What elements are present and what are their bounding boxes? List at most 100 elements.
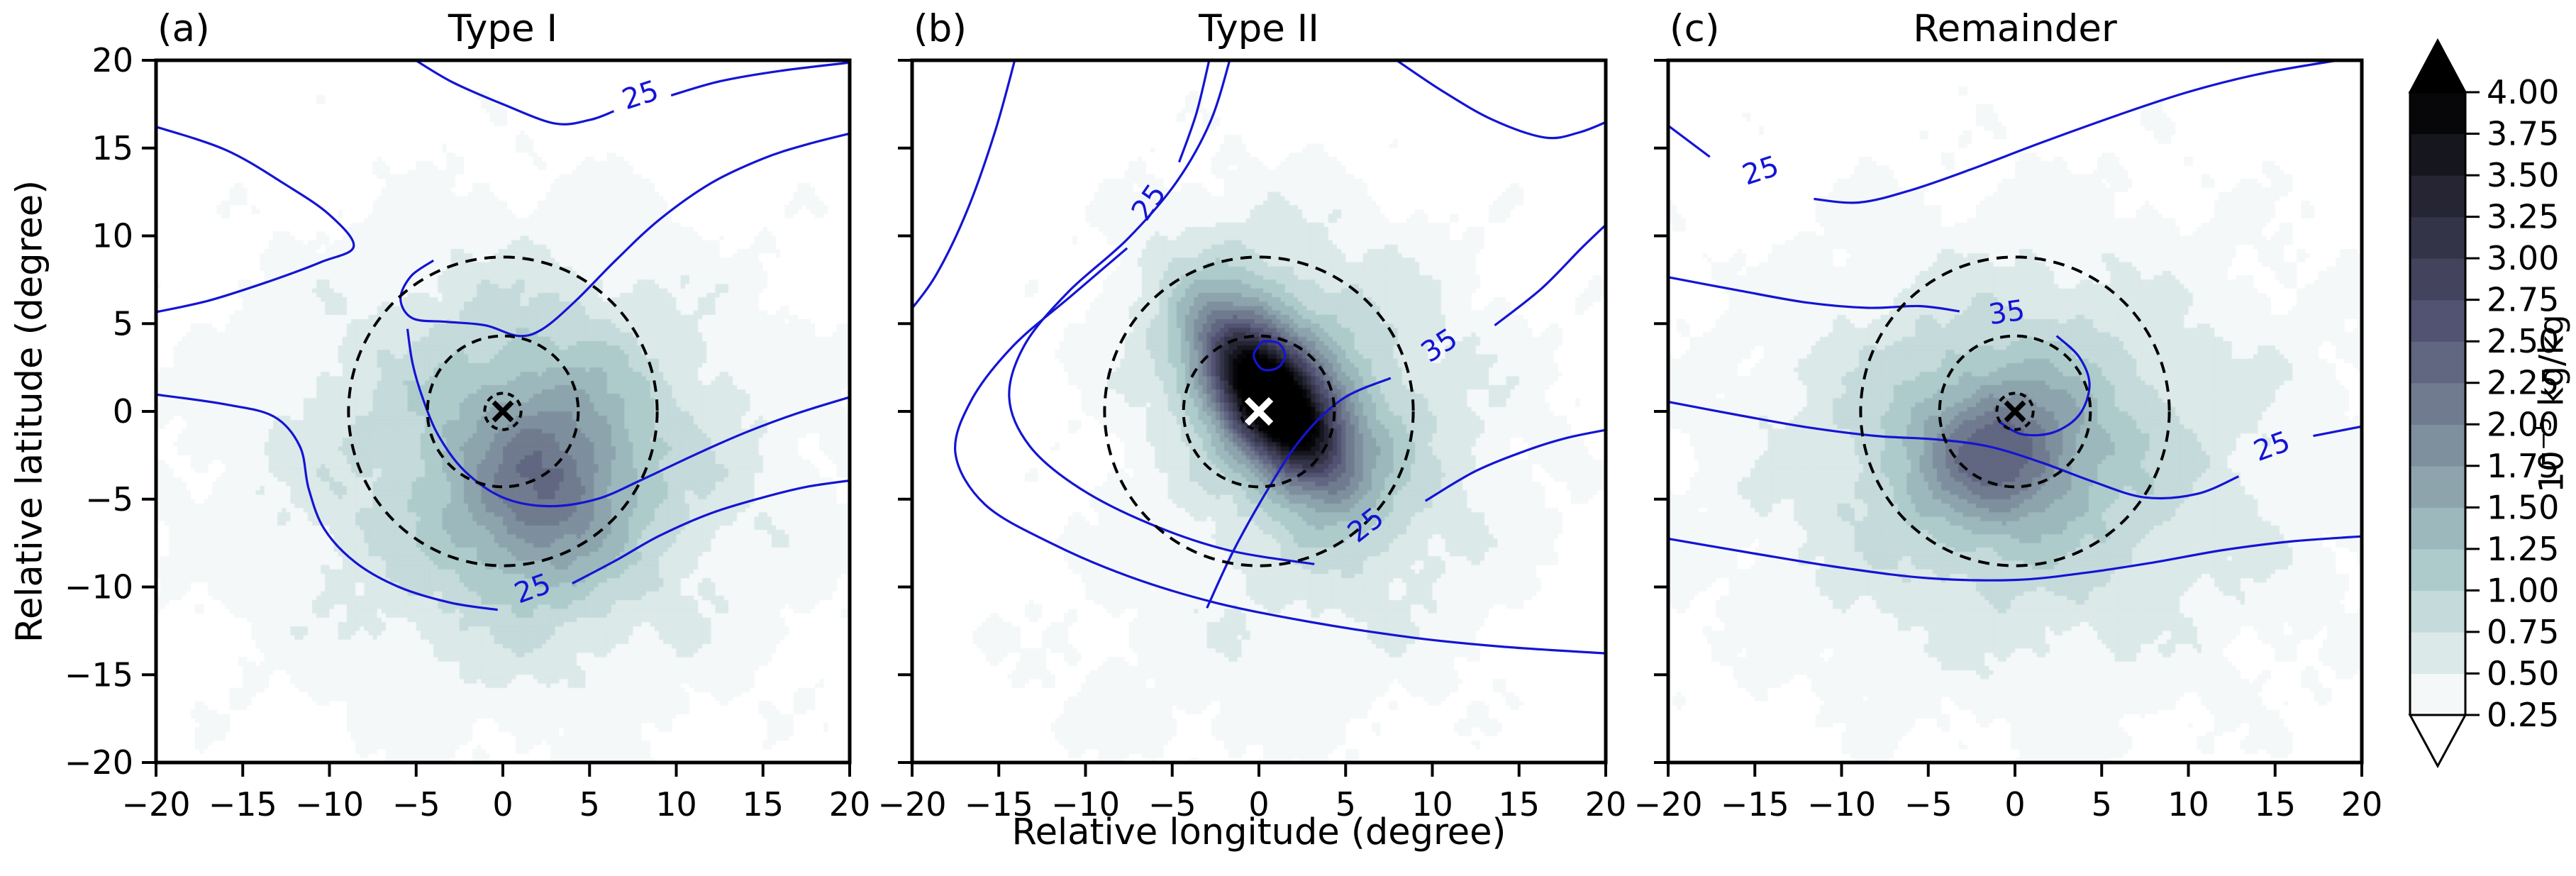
- line-contour: [1668, 535, 2362, 582]
- line-contour-label: 25: [1738, 150, 1783, 192]
- unit-exponent: −5: [2529, 416, 2557, 451]
- line-contour: [1008, 60, 1315, 565]
- x-tick-label: 0: [1248, 785, 1269, 824]
- line-contour-label: 35: [1416, 322, 1464, 369]
- colorbar-segment: [2410, 424, 2465, 467]
- x-tick-label: 0: [2004, 785, 2025, 824]
- colorbar-under-arrow: [2408, 714, 2467, 769]
- panel-overlay: 25 25: [156, 60, 850, 611]
- y-tick-label: −5: [85, 480, 133, 519]
- line-contour-label: 35: [1987, 294, 2027, 332]
- colorbar-tick-label: 3.25: [2487, 198, 2559, 236]
- x-tick-label: −5: [392, 785, 440, 824]
- line-contour: [2313, 425, 2362, 438]
- y-tick-label: 0: [113, 392, 133, 431]
- colorbar-segment: [2410, 258, 2465, 301]
- x-tick-label: 20: [829, 785, 871, 824]
- colorbar-segment: [2410, 673, 2465, 716]
- x-tick-label: −5: [1148, 785, 1197, 824]
- colorbar-tick-label: 3.00: [2487, 239, 2559, 277]
- unit-base: 10: [2532, 450, 2572, 493]
- y-tick-label: −15: [65, 655, 133, 694]
- range-circle: [1938, 334, 2092, 489]
- x-tick-label: −10: [1051, 785, 1120, 824]
- colorbar-segment: [2410, 175, 2465, 218]
- line-contour: [1424, 428, 1606, 502]
- x-tick-label: −10: [1807, 785, 1876, 824]
- colorbar-tick-label: 4.00: [2487, 73, 2559, 111]
- y-axis-label: Relative latitude (degree): [9, 179, 51, 643]
- colorbar-tick-label: 0.50: [2487, 654, 2559, 692]
- y-tick-label: −20: [65, 743, 133, 782]
- colorbar-tick-label: 2.25: [2487, 364, 2559, 402]
- colorbar-segment: [2410, 216, 2465, 259]
- line-contour: [399, 132, 850, 338]
- x-tick-label: 20: [2341, 785, 2383, 824]
- colorbar-tick-label: 0.75: [2487, 613, 2559, 651]
- colorbar-outline: [2409, 91, 2467, 716]
- y-tick-label: −10: [65, 568, 133, 606]
- x-tick-label: 15: [2254, 785, 2296, 824]
- range-circle: [1103, 255, 1415, 567]
- x-tick-label: 20: [1585, 785, 1627, 824]
- colorbar-segment: [2410, 133, 2465, 176]
- x-tick-label: 15: [1498, 785, 1540, 824]
- x-tick-label: 5: [579, 785, 600, 824]
- x-tick-label: −5: [1904, 785, 1953, 824]
- x-axis-label: Relative longitude (degree): [1011, 811, 1506, 853]
- y-tick-label: 15: [91, 129, 133, 167]
- unit-rest: kg/kg: [2532, 314, 2572, 417]
- colorbar-tick-label: 1.75: [2487, 447, 2559, 485]
- center-x-marker: [492, 400, 514, 423]
- colorbar-segment: [2410, 299, 2465, 342]
- x-tick-label: −15: [965, 785, 1033, 824]
- colorbar-tick-label: 1.00: [2487, 571, 2559, 609]
- colorbar-over-arrow: [2408, 38, 2467, 94]
- line-contour-label: 25: [1126, 178, 1173, 226]
- x-tick-label: −15: [209, 785, 277, 824]
- line-contour: [1999, 335, 2091, 437]
- range-circle: [1859, 255, 2171, 567]
- x-tick-label: −20: [121, 785, 190, 824]
- colorbar-unit-label: 10−5 kg/kg: [2529, 314, 2572, 493]
- line-contour-label: 25: [2250, 425, 2295, 468]
- colorbar-tick-label: 2.00: [2487, 405, 2559, 443]
- y-tick-label: 5: [113, 304, 133, 343]
- x-tick-label: 10: [1411, 785, 1453, 824]
- y-tick-label: 10: [91, 217, 133, 255]
- panel-b-title: Type II: [1199, 7, 1319, 50]
- x-tick-label: 5: [1336, 785, 1356, 824]
- line-contour: [1494, 223, 1606, 326]
- line-contour: [156, 126, 355, 314]
- colorbar-tick-label: 2.75: [2487, 281, 2559, 319]
- x-tick-label: 0: [492, 785, 513, 824]
- range-circle: [1182, 334, 1336, 489]
- x-tick-label: 10: [2167, 785, 2209, 824]
- colorbar-tick-label: 0.25: [2487, 696, 2559, 734]
- range-circle: [483, 392, 523, 431]
- x-tick-label: 10: [655, 785, 697, 824]
- line-contour-label: 25: [1342, 501, 1390, 550]
- line-contour: [156, 393, 498, 611]
- panel-c-letter: (c): [1670, 7, 1720, 50]
- line-contour: [1394, 60, 1606, 140]
- line-contour: [413, 60, 615, 126]
- line-contour-label: 25: [510, 567, 555, 611]
- panel-a-title: Type I: [448, 7, 558, 50]
- colorbar-tick-label: 3.50: [2487, 156, 2559, 194]
- x-tick-label: 5: [2092, 785, 2112, 824]
- line-contour: [670, 61, 850, 97]
- line-contour: [406, 328, 850, 508]
- range-circle: [347, 255, 659, 567]
- x-tick-label: −20: [1633, 785, 1702, 824]
- x-tick-label: 15: [742, 785, 784, 824]
- colorbar-tick-label: 3.75: [2487, 115, 2559, 153]
- range-circle: [1995, 392, 2035, 431]
- line-contour: [1253, 340, 1287, 372]
- colorbar-segment: [2410, 507, 2465, 550]
- panel-c-title: Remainder: [1913, 7, 2117, 50]
- colorbar-segment: [2410, 382, 2465, 425]
- line-contour: [1668, 124, 1711, 158]
- colorbar-segment: [2410, 590, 2465, 633]
